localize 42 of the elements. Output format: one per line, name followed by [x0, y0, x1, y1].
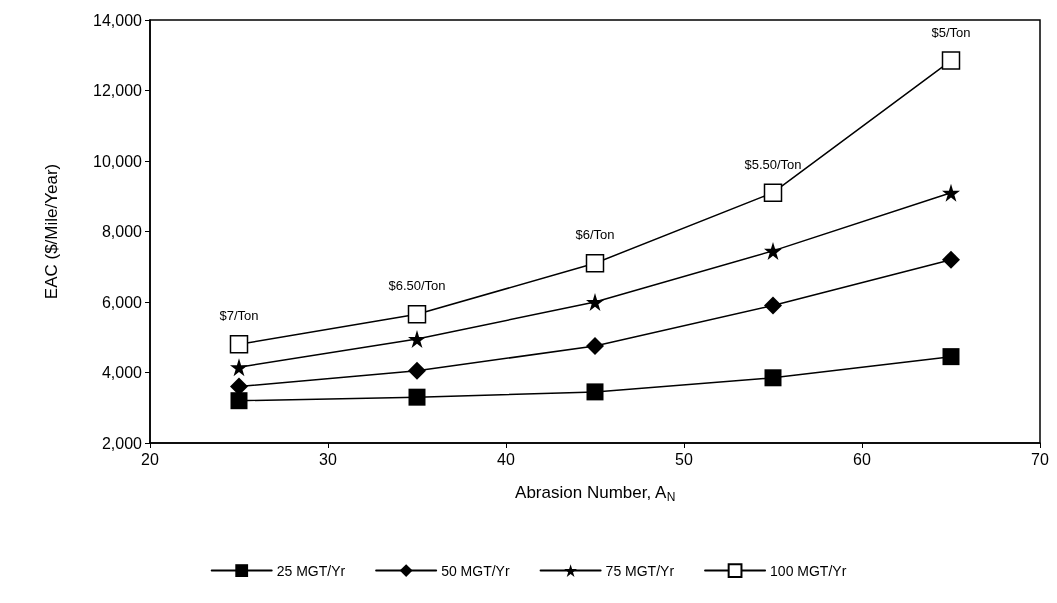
point — [764, 241, 782, 260]
point — [941, 51, 961, 70]
point — [586, 337, 604, 356]
x-tick-label: 30 — [319, 450, 337, 468]
y-tick-label: 10,000 — [93, 152, 143, 170]
point — [586, 383, 604, 401]
y-tick-label: 2,000 — [101, 434, 143, 452]
point — [942, 250, 960, 269]
point — [230, 392, 248, 410]
x-tick-label: 70 — [1031, 450, 1049, 468]
y-tick-label: 14,000 — [93, 11, 143, 29]
annotation: $6.50/Ton — [388, 278, 446, 294]
annotation: $6/Ton — [575, 227, 615, 243]
annotation: $7/Ton — [219, 308, 259, 324]
point — [942, 183, 960, 202]
legend-label: 25 MGT/Yr — [276, 562, 346, 579]
annotation: $5.50/Ton — [744, 156, 802, 172]
point — [585, 253, 605, 273]
legend-label: 50 MGT/Yr — [441, 562, 510, 579]
point — [764, 296, 782, 315]
point — [408, 361, 426, 380]
legend-label: 75 MGT/Yr — [605, 562, 675, 579]
point — [407, 305, 427, 324]
annotation: $5/Ton — [931, 24, 971, 40]
point — [764, 369, 782, 387]
y-tick-label: 6,000 — [101, 293, 143, 311]
x-tick-label: 50 — [675, 450, 693, 468]
legend-label: 100 MGT/Yr — [770, 562, 847, 579]
point — [408, 388, 426, 406]
x-tick-label: 60 — [853, 450, 871, 468]
x-tick-label: 20 — [141, 450, 159, 468]
y-axis-title: EAC ($/Mile/Year) — [42, 163, 61, 300]
y-tick-label: 12,000 — [93, 82, 143, 99]
x-tick-label: 40 — [497, 450, 515, 468]
point — [763, 183, 783, 202]
point — [229, 335, 249, 354]
point — [586, 293, 604, 311]
y-tick-label: 8,000 — [101, 223, 143, 240]
point — [230, 358, 248, 377]
point — [408, 330, 426, 349]
y-tick-label: 4,000 — [101, 364, 143, 381]
point — [942, 348, 960, 366]
